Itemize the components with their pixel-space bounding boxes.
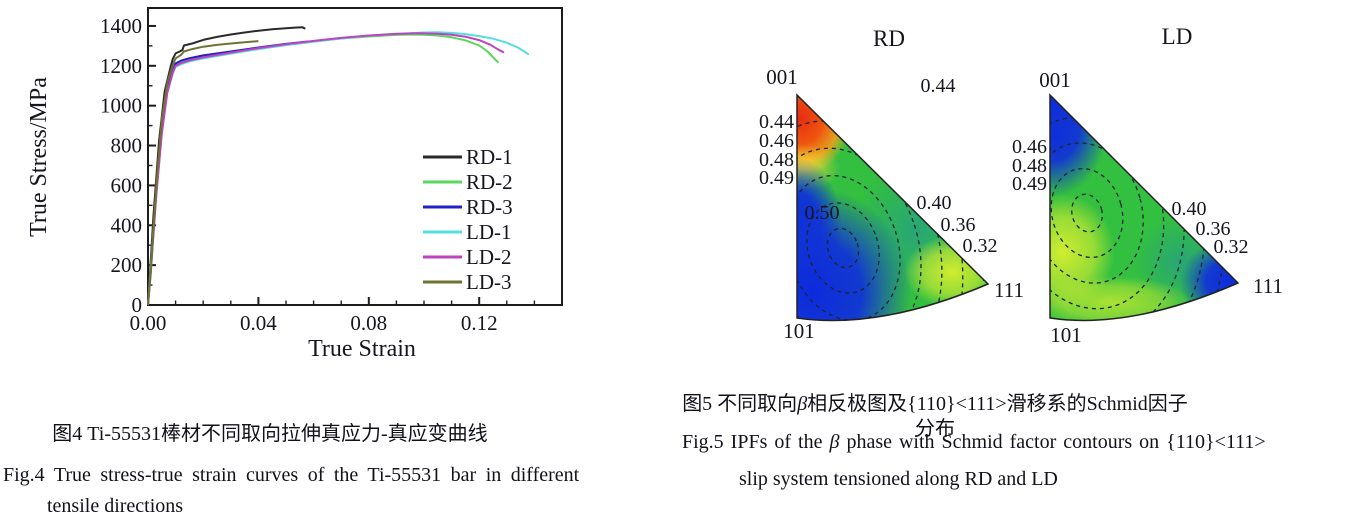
y-tick-label: 1200 (100, 54, 142, 78)
legend-item: RD-1 (423, 145, 513, 169)
stress-strain-chart: 0 200 400 600 800 1000 1200 1400 0.00 0.04 0.08 0.1… (26, 7, 563, 362)
ipf-figure: RD 001 101 111 0.44 0.44 0.46 0.48 0.49 … (759, 24, 1283, 347)
caption-beta: β (829, 431, 840, 453)
y-tick-label: 800 (111, 134, 143, 158)
ipf-rd-map: RD 001 101 111 0.44 0.44 0.46 0.48 0.49 … (759, 26, 1024, 343)
series-LD-2 (147, 32, 505, 306)
legend-item: RD-2 (423, 170, 513, 194)
series-RD-2 (147, 33, 500, 306)
figure4-caption-zh: 图4 Ti-55531棒材不同取向拉伸真应力-真应变曲线 (52, 423, 488, 445)
ipf-ld-corner-101: 101 (1050, 323, 1082, 347)
y-tick-label: 400 (111, 213, 143, 237)
ipf-ld-contour-label: 0.48 (1012, 155, 1047, 177)
ipf-ld-contour-label: 0.32 (1214, 236, 1249, 258)
x-tick-label: 0.12 (461, 311, 498, 335)
ipf-ld-contour-label: 0.46 (1012, 136, 1047, 158)
series-LD-3 (147, 40, 259, 306)
figure5-region: RD 001 101 111 0.44 0.44 0.46 0.48 0.49 … (674, 0, 1348, 520)
ipf-rd-contour-label: 0.40 (917, 192, 952, 214)
y-axis-title: True Stress/MPa (26, 77, 52, 237)
legend-label: RD-1 (466, 145, 513, 169)
legend-item: LD-2 (423, 245, 512, 269)
ipf-rd-corner-111: 111 (994, 278, 1024, 302)
figure5-caption-en-line2: slip system tensioned along RD and LD (739, 468, 1058, 490)
ipf-ld-contour-label: 0.36 (1196, 218, 1231, 240)
legend-item: LD-3 (423, 270, 512, 294)
ipf-ld-corner-001: 001 (1039, 68, 1071, 92)
ipf-rd-contour-label: 0.46 (759, 130, 794, 152)
ipf-ld-outline (1049, 93, 1240, 322)
x-tick-label: 0.00 (130, 311, 167, 335)
caption-text: Fig.5 IPFs of the (682, 431, 830, 453)
figure5-caption-zh: 图5 不同取向β相反极图及{110}<111>滑移系的Schmid因子分布 (680, 392, 1190, 442)
ipf-rd-corner-001: 001 (766, 65, 798, 89)
ipf-rd-contour-label-inner: 0.50 (805, 202, 840, 224)
x-tick-label: 0.04 (240, 311, 277, 335)
caption-beta: β (797, 393, 808, 415)
y-tick-label: 0 (132, 293, 143, 317)
ipf-rd-outline (796, 93, 990, 322)
figure4-caption-en-line1: Fig.4 True stress-true strain curves of … (3, 464, 580, 486)
ipf-rd-contour-label: 0.32 (963, 235, 998, 257)
ipf-ld-title: LD (1162, 24, 1193, 49)
legend-label: LD-3 (466, 270, 512, 294)
ipf-rd-contour-label: 0.48 (759, 149, 794, 171)
x-axis-title: True Strain (308, 336, 416, 362)
ipf-ld-contour-label: 0.40 (1172, 198, 1207, 220)
legend-label: LD-2 (466, 245, 512, 269)
ipf-rd-title: RD (873, 26, 905, 51)
y-tick-label: 600 (111, 173, 143, 197)
ipf-rd-corner-101: 101 (783, 319, 815, 343)
legend-item: LD-1 (423, 220, 512, 244)
figure4-caption-en-line2: tensile directions (47, 495, 184, 517)
chart-curves (147, 26, 530, 306)
chart-plot-frame (147, 7, 563, 306)
x-tick-label: 0.08 (350, 311, 387, 335)
ipf-rd-contour-label: 0.36 (941, 214, 976, 236)
figure4-region: 0 200 400 600 800 1000 1200 1400 0.00 0.04 0.08 0.1… (3, 7, 580, 517)
figure5-caption-en-line1: Fig.5 IPFs of the β phase with Schmid fa… (682, 430, 1266, 455)
ipf-ld-corner-111: 111 (1253, 274, 1283, 298)
legend-label: RD-3 (466, 195, 513, 219)
legend-item: RD-3 (423, 195, 513, 219)
ipf-rd-contour-label: 0.44 (759, 111, 794, 133)
y-tick-label: 1000 (100, 94, 142, 118)
caption-text: phase with Schmid factor contours on {11… (839, 431, 1266, 453)
legend-label: RD-2 (466, 170, 513, 194)
ipf-rd-contour-label-top: 0.44 (921, 75, 956, 97)
legend-label: LD-1 (466, 220, 512, 244)
chart-legend: RD-1RD-2RD-3LD-1LD-2LD-3 (423, 145, 513, 294)
y-tick-label: 200 (111, 253, 143, 277)
y-tick-label: 1400 (100, 14, 142, 38)
caption-text: 图5 不同取向 (682, 393, 798, 415)
caption-text: 相反极图及{110}<111>滑移系的Schmid因子分布 (807, 393, 1188, 440)
chart-ticks: 0 200 400 600 800 1000 1200 1400 0.00 0.04 0.08 0.1… (100, 14, 536, 335)
ipf-rd-contour-label: 0.49 (759, 167, 794, 189)
series-RD-3 (147, 40, 309, 306)
ipf-ld-contour-label: 0.49 (1012, 173, 1047, 195)
